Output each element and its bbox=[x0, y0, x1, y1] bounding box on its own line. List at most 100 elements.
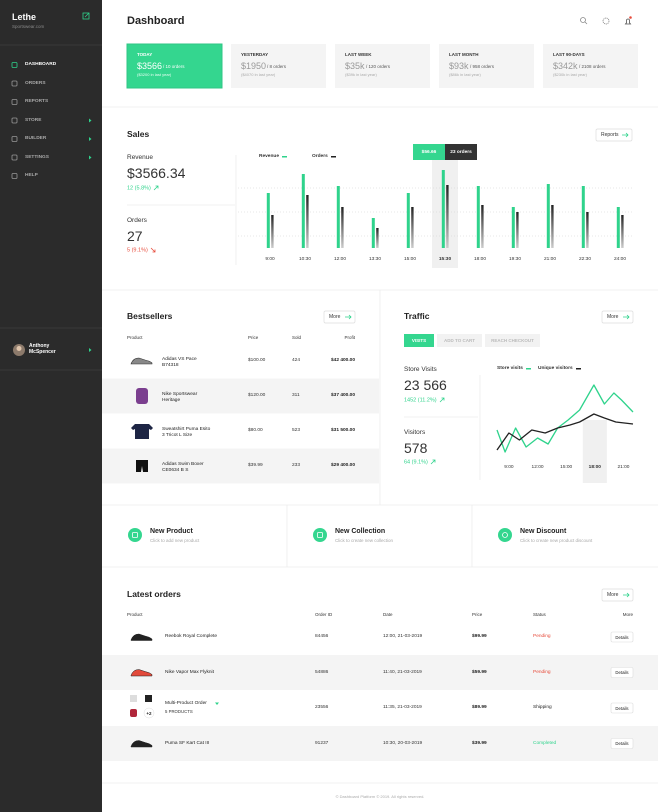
stat-orders: / 958 orders bbox=[470, 64, 495, 69]
trend-arrow bbox=[153, 185, 159, 191]
stat-card[interactable] bbox=[231, 44, 326, 88]
metric-value: 578 bbox=[404, 440, 428, 456]
stat-card[interactable] bbox=[543, 44, 638, 88]
button-label[interactable]: More bbox=[329, 314, 341, 321]
details-button[interactable] bbox=[610, 702, 634, 714]
bar bbox=[406, 193, 410, 248]
stat-orders: / 120 orders bbox=[366, 64, 391, 69]
nav-item[interactable]: STORE bbox=[25, 117, 42, 123]
product-count-text: 5 PRODUCTS bbox=[165, 709, 193, 714]
avatar-face bbox=[16, 346, 22, 351]
details-button[interactable] bbox=[610, 738, 634, 749]
details-label[interactable]: Details bbox=[615, 670, 629, 675]
button-label[interactable]: More bbox=[607, 592, 619, 599]
x-tick-label: 15:00 bbox=[560, 465, 573, 470]
settings-icon[interactable] bbox=[602, 17, 610, 25]
trend-arrow bbox=[439, 397, 445, 403]
column-header: Date bbox=[383, 612, 393, 617]
bar bbox=[446, 185, 449, 248]
stat-label: LAST WEEK bbox=[345, 52, 372, 57]
stat-value: $35k bbox=[345, 61, 365, 71]
metric-label: Store Visits bbox=[404, 366, 437, 373]
user-name[interactable]: Anthony McSpencer bbox=[29, 343, 56, 355]
button[interactable] bbox=[323, 310, 356, 324]
trend-icon bbox=[430, 459, 436, 465]
button-label[interactable]: More bbox=[607, 314, 619, 321]
nav-item[interactable]: BUILDER bbox=[25, 136, 47, 141]
nav-item[interactable]: DASHBOARD bbox=[25, 62, 57, 67]
search-icon[interactable] bbox=[580, 17, 586, 23]
stat-card[interactable] bbox=[439, 44, 534, 88]
tab-label[interactable]: VISITS bbox=[411, 338, 427, 343]
tab[interactable] bbox=[437, 334, 482, 347]
bar bbox=[411, 207, 414, 248]
bar bbox=[546, 184, 550, 248]
details-label[interactable]: Details bbox=[615, 741, 629, 746]
x-tick-label: 9:00 bbox=[265, 257, 275, 262]
details-button[interactable] bbox=[610, 667, 634, 678]
status: Pending bbox=[533, 669, 551, 675]
trend-icon bbox=[153, 185, 159, 191]
bar bbox=[341, 207, 344, 248]
product-name: Nike Sportswear Heritage bbox=[162, 392, 198, 403]
action-title[interactable]: New Collection bbox=[335, 528, 386, 535]
column-header: Profit bbox=[344, 335, 355, 340]
tooltip-orders bbox=[445, 144, 477, 160]
product-count bbox=[143, 707, 155, 719]
tab[interactable] bbox=[404, 334, 434, 347]
nav-icon bbox=[11, 99, 18, 105]
bar bbox=[586, 212, 589, 248]
stat-card[interactable] bbox=[126, 43, 223, 89]
x-tick-label: 10:30 bbox=[298, 257, 312, 262]
submenu-arrow bbox=[89, 155, 92, 160]
stat-orders: / 8 orders bbox=[267, 64, 287, 69]
column-header: Status bbox=[533, 612, 546, 617]
button[interactable] bbox=[595, 128, 633, 142]
product-thumb bbox=[145, 695, 152, 702]
action-icon[interactable] bbox=[498, 528, 512, 542]
product-name: Adidas Swim Boxer CE0634 B S bbox=[162, 462, 204, 473]
action-title[interactable]: New Discount bbox=[520, 528, 567, 535]
tooltip-label: $56.66 bbox=[421, 149, 437, 155]
tab-label[interactable]: REACH CHECKOUT bbox=[491, 338, 534, 343]
x-tick-label: 18:00 bbox=[588, 465, 601, 470]
submenu-arrow bbox=[89, 137, 92, 141]
legend-swatch bbox=[282, 156, 287, 158]
column-header: Sold bbox=[292, 335, 302, 340]
action-title[interactable]: New Product bbox=[150, 528, 193, 535]
dropdown-arrow bbox=[215, 702, 219, 705]
notification-icon[interactable] bbox=[624, 18, 632, 25]
tab-label[interactable]: ADD TO CART bbox=[444, 338, 475, 343]
nav-item[interactable]: HELP bbox=[25, 173, 38, 178]
product-thumb bbox=[136, 388, 148, 404]
legend-label: Revenue bbox=[259, 154, 279, 159]
details-label[interactable]: Details bbox=[615, 705, 629, 711]
tooltip-label: 23 orders bbox=[450, 149, 472, 155]
legend-swatch bbox=[526, 368, 531, 370]
bar bbox=[621, 215, 624, 248]
action-icon[interactable] bbox=[313, 528, 327, 542]
button[interactable] bbox=[601, 310, 634, 324]
details-button[interactable] bbox=[610, 631, 634, 643]
details-label[interactable]: Details bbox=[615, 634, 629, 640]
stat-card[interactable] bbox=[335, 44, 430, 88]
cell: 11:35, 21-03-2019 bbox=[383, 705, 422, 710]
cell: 523 bbox=[292, 428, 301, 433]
legend-swatch bbox=[331, 156, 336, 158]
action-icon[interactable] bbox=[128, 528, 142, 542]
product-thumb bbox=[131, 424, 153, 439]
tab[interactable] bbox=[485, 334, 540, 347]
nav-item[interactable]: SETTINGS bbox=[25, 154, 49, 160]
footer: © Dashboard Platform © 2019. All rights … bbox=[335, 794, 425, 799]
button[interactable] bbox=[601, 588, 634, 602]
sidebar bbox=[0, 0, 102, 812]
product-thumb bbox=[130, 709, 137, 717]
button-label[interactable]: Reports bbox=[601, 132, 619, 139]
x-tick-label: 24:00 bbox=[613, 257, 627, 262]
nav-item[interactable]: ORDERS bbox=[25, 80, 46, 86]
status: Shipping bbox=[533, 705, 552, 710]
stat-last-year: ($3200 in last year) bbox=[137, 72, 172, 77]
cell: $37 400.00 bbox=[330, 393, 355, 398]
nav-item[interactable]: REPORTS bbox=[25, 99, 49, 104]
